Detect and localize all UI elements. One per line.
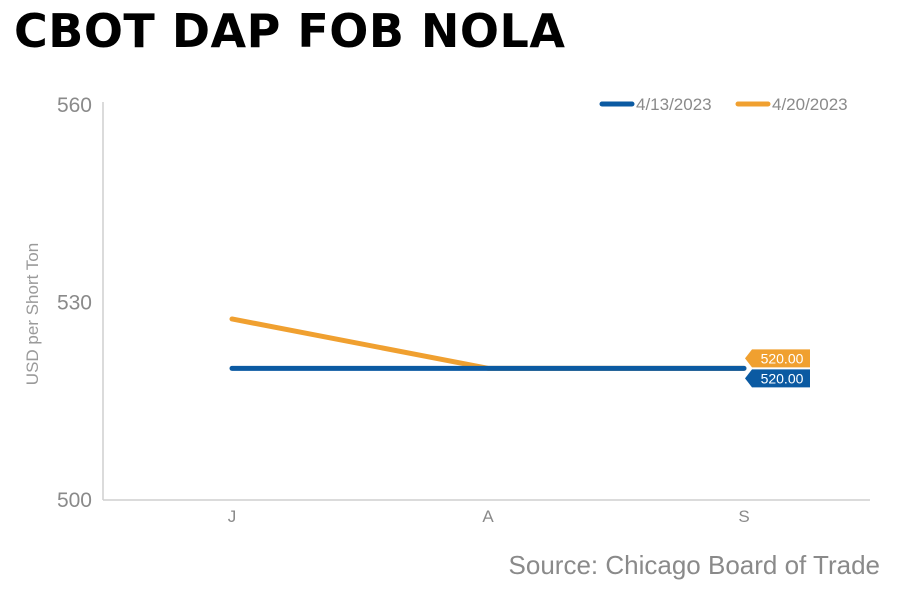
x-tick-label: J — [228, 507, 237, 526]
chart-title: CBOT DAP FOB NOLA — [14, 4, 566, 58]
end-label-tag — [745, 349, 810, 368]
x-tick-label: S — [738, 507, 749, 526]
end-label-text: 520.00 — [761, 370, 804, 386]
y-tick-labels: 500 530 560 — [57, 94, 92, 512]
y-axis-title: USD per Short Ton — [23, 243, 42, 385]
x-tick-label: A — [482, 507, 494, 526]
end-label-text: 520.00 — [761, 350, 804, 366]
series-line — [229, 316, 747, 371]
legend: 4/13/2023 4/20/2023 — [599, 95, 848, 114]
legend-label: 4/20/2023 — [772, 95, 848, 114]
source-note: Source: Chicago Board of Trade — [508, 550, 880, 580]
y-tick-label: 560 — [57, 94, 92, 117]
y-tick-label: 500 — [57, 489, 92, 512]
y-tick-label: 530 — [57, 292, 92, 315]
legend-label: 4/13/2023 — [636, 95, 712, 114]
end-label-tag — [745, 369, 810, 388]
end-value-labels: 520.00 520.00 — [745, 349, 810, 388]
series-lines — [229, 316, 747, 371]
axes — [102, 102, 870, 501]
